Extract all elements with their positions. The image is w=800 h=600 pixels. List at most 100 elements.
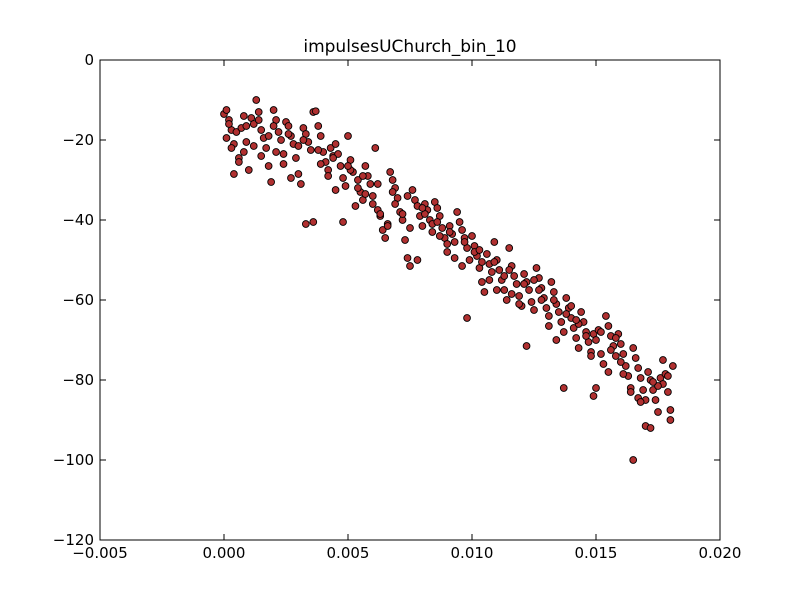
data-point [249,142,258,150]
data-point [368,192,377,200]
data-point [331,186,340,194]
data-point [458,262,466,270]
data-point [230,170,238,178]
data-point [428,228,437,236]
data-point [619,370,628,378]
data-point [619,350,628,358]
data-point [463,314,471,322]
data-point [225,120,233,128]
data-point [450,254,459,262]
data-point [572,334,581,342]
data-point [239,148,248,156]
data-point [401,236,409,244]
data-point [478,258,486,266]
data-point [460,238,469,246]
data-point [314,122,323,130]
data-point [443,240,452,248]
data-point [490,258,499,266]
data-point [492,286,501,294]
data-point [597,350,605,358]
y-tick-label: −100 [53,451,94,469]
data-point [406,262,414,270]
data-point [398,210,407,218]
data-point [254,108,263,116]
data-point [403,254,412,262]
data-point [297,180,305,188]
data-point [326,144,335,152]
data-point [311,107,320,116]
data-point [549,296,558,304]
data-point [525,286,533,294]
data-point [654,408,662,416]
data-point [458,226,466,234]
y-tick-label: −20 [62,131,94,149]
data-point [562,310,571,318]
data-point [257,126,266,134]
data-point [277,136,285,144]
data-point [567,302,576,310]
data-point [354,176,362,184]
data-point [371,144,380,152]
data-point [654,382,662,390]
data-point [510,272,519,280]
data-point [279,150,288,158]
data-point [306,146,315,154]
y-tick-label: −80 [62,371,94,389]
data-point [621,362,630,370]
data-point [500,286,509,294]
data-point [222,106,231,114]
data-point [269,122,278,130]
data-point [535,286,543,294]
data-point [284,130,293,138]
data-point [418,222,427,230]
data-point [485,276,494,284]
data-point [299,136,308,144]
data-point [334,150,342,158]
data-point [644,368,652,376]
data-point [227,144,236,152]
data-point [478,278,486,286]
data-point [316,160,325,168]
data-point [607,346,615,354]
chart-title: impulsesUChurch_bin_10 [303,37,516,57]
data-point [242,138,251,146]
data-point [361,162,370,170]
data-point [577,308,585,316]
data-point [616,358,625,366]
data-point [505,244,514,252]
data-point [626,388,635,396]
data-point [636,374,645,382]
data-point [530,306,538,314]
data-point [388,176,397,184]
data-point [316,132,325,140]
data-point [267,178,275,186]
axes-frame [99,59,721,541]
data-point [351,202,360,210]
data-point [547,278,556,286]
data-point [490,238,499,246]
data-point [592,384,600,392]
data-point [602,312,610,320]
x-tick-label: 0.015 [575,544,618,562]
data-point [651,396,660,404]
data-point [381,234,390,242]
data-point [520,270,528,278]
data-point [639,386,647,394]
data-point [554,308,563,316]
data-point [386,168,395,176]
x-tick-label: 0.010 [451,544,494,562]
data-point [235,158,243,166]
data-point [232,128,241,136]
y-tick-label: −40 [62,211,94,229]
ticks-layer: −0.005 0.000 0.005 0.010 0.015 0.020 0 −20 −40 −6… [53,51,742,562]
data-point [344,162,352,170]
data-point [592,336,600,344]
data-point [378,226,387,234]
data-point [376,210,385,218]
data-point [502,296,511,304]
data-point [455,218,464,226]
data-point [512,280,521,288]
data-point [366,180,375,188]
data-point [649,386,657,394]
